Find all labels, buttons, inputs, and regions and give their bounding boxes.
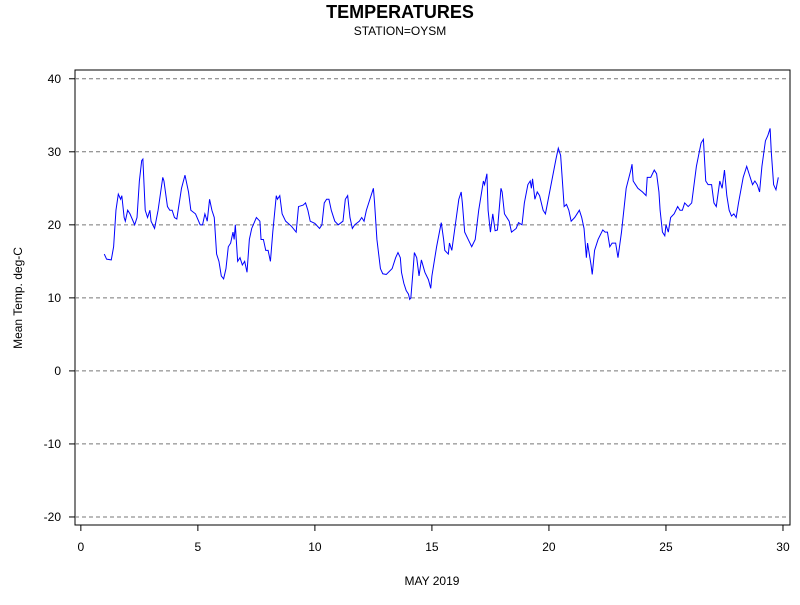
x-tick-label: 5 — [195, 540, 202, 554]
y-tick-label: 10 — [48, 291, 62, 305]
y-tick-label: -20 — [44, 510, 62, 524]
y-tick-label: 20 — [48, 218, 62, 232]
y-tick-label: -10 — [44, 437, 62, 451]
y-tick-label: 30 — [48, 145, 62, 159]
temperature-line — [103, 128, 779, 301]
x-tick-label: 25 — [659, 540, 673, 554]
x-axis-label: MAY 2019 — [405, 574, 460, 588]
chart-title: TEMPERATURES — [326, 2, 474, 22]
y-tick-label: 40 — [48, 72, 62, 86]
x-tick-label: 20 — [542, 540, 556, 554]
y-axis-label: Mean Temp. deg-C — [11, 247, 25, 349]
y-tick-label: 0 — [54, 364, 61, 378]
x-tick-label: 10 — [308, 540, 322, 554]
chart-subtitle: STATION=OYSM — [354, 24, 447, 38]
x-tick-label: 15 — [425, 540, 439, 554]
x-tick-label: 30 — [776, 540, 790, 554]
x-tick-label: 0 — [78, 540, 85, 554]
